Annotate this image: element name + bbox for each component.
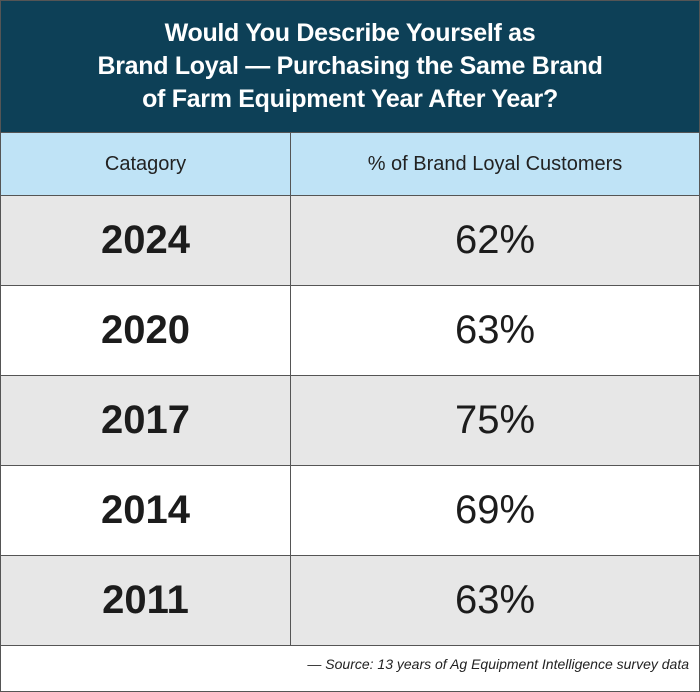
- title-line: Would You Describe Yourself as: [164, 19, 536, 47]
- source-note: — Source: 13 years of Ag Equipment Intel…: [1, 645, 699, 690]
- title-line: of Farm Equipment Year After Year?: [142, 85, 558, 113]
- column-header: Catagory: [1, 133, 291, 195]
- percent-cell: 69%: [454, 488, 536, 532]
- year-cell: 2011: [1, 556, 291, 645]
- percent-cell: 75%: [454, 398, 536, 442]
- year-cell: 2020: [1, 286, 291, 375]
- column-header: % of Brand Loyal Customers: [367, 152, 623, 175]
- year-cell: 2014: [1, 466, 291, 555]
- table-row: 2014 69%: [1, 465, 699, 555]
- table-row: 2020 63%: [1, 285, 699, 375]
- year-cell: 2017: [1, 376, 291, 465]
- title: Would You Describe Yourself as Brand Loy…: [1, 1, 699, 132]
- table-row: 2011 63%: [1, 555, 699, 645]
- table-row: 2017 75%: [1, 375, 699, 465]
- percent-cell: 63%: [454, 308, 536, 352]
- title-line: Brand Loyal — Purchasing the Same Brand: [97, 52, 603, 80]
- year-cell: 2024: [1, 196, 291, 285]
- percent-cell: 62%: [454, 218, 536, 262]
- percent-cell: 63%: [454, 578, 536, 622]
- table-body: 2024 62% 2020 63% 2017 75% 2014 69% 2011 63%: [1, 195, 699, 645]
- table-row: 2024 62%: [1, 195, 699, 285]
- header-row: Catagory % of Brand Loyal Customers: [1, 132, 699, 195]
